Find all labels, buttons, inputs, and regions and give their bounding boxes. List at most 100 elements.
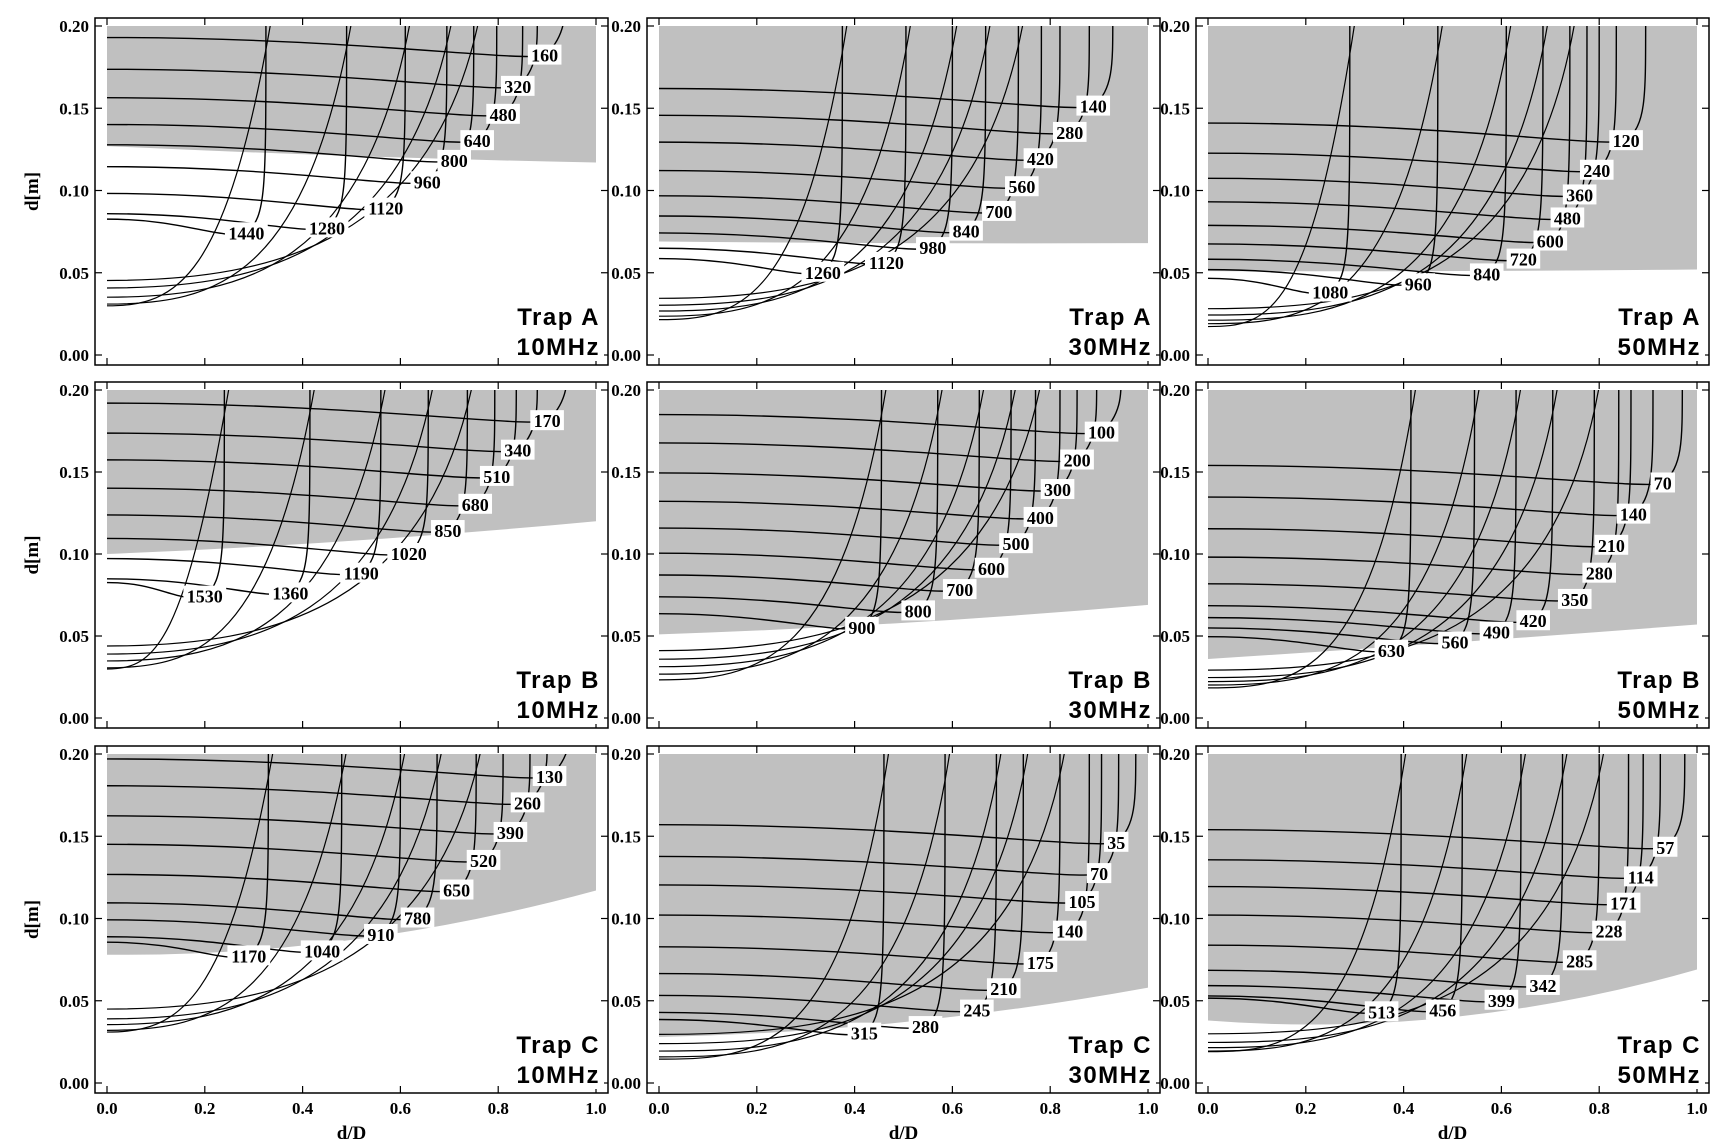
contour-line-lower [107,390,433,655]
y-tick-label: 0.10 [1160,182,1190,201]
contour-label-630: 630 [1374,639,1409,661]
panel-trap-label: Trap A [1618,304,1701,331]
contour-label-text: 850 [434,521,461,541]
contour-label-bg [500,439,535,460]
contour-label-bg [1023,951,1058,972]
contour-label-900: 900 [845,616,879,638]
contour-label-280: 280 [1052,121,1087,143]
title-bg [1062,1029,1156,1059]
contour-label-600: 600 [974,557,1009,579]
contour-label-text: 280 [1056,123,1083,143]
contour-label-bg [1650,472,1675,493]
title-bg [519,331,604,361]
y-tick-label: 0.15 [59,463,89,482]
y-tick-label: 0.20 [59,381,89,400]
title-bg [519,694,604,724]
y-tick-label: 0.00 [1160,346,1190,365]
title-bg [1611,301,1705,331]
contour-label-text: 210 [990,979,1017,999]
contour-label-text: 650 [443,881,470,901]
contour-line-lower [1208,754,1604,1035]
contour-label-text: 260 [514,793,541,813]
x-tick-label: 0.8 [1589,1099,1610,1118]
contour-label-text: 140 [1056,922,1083,942]
contour-label-800: 800 [437,149,471,171]
contour-label-490: 490 [1479,621,1514,643]
contour-label-510: 510 [479,465,514,487]
contour-label-text: 960 [1405,274,1432,294]
y-tick-label: 0.05 [59,264,89,283]
y-tick-label: 0.15 [611,463,641,482]
contour-label-text: 350 [1561,590,1588,610]
contour-label-text: 513 [1368,1002,1395,1022]
contour-label-bg [1005,176,1039,197]
panel-freq-label: 30MHz [1068,334,1152,361]
panel-title: Trap A 30MHz [1062,301,1156,361]
contour-line-160 [107,26,564,58]
contour-label-140: 140 [1052,920,1087,942]
contour-line-lower [1208,390,1416,689]
panel-title: Trap A 50MHz [1611,301,1705,361]
panel-freq-label: 10MHz [516,334,600,361]
contour-label-text: 280 [912,1017,939,1037]
contour-label-bg [901,600,935,621]
contour-label-300: 300 [1040,479,1075,500]
contour-label-bg [1653,836,1678,857]
contour-line-105 [659,754,1103,904]
contour-label-bg [1562,184,1597,205]
y-tick-label: 0.20 [1160,745,1190,764]
contour-label-bg [1052,121,1087,142]
contour-label-1360: 1360 [268,582,312,603]
contour-label-text: 840 [953,222,980,242]
contour-label-text: 1120 [869,253,904,273]
contour-label-342: 342 [1526,974,1560,996]
contour-line-lower [107,390,386,662]
panel-frame [1195,17,1710,366]
x-tick-label: 0.2 [194,1099,215,1118]
contour-label-text: 70 [1654,473,1672,493]
contour-label-bg [305,217,349,238]
contour-label-bg [1479,621,1514,642]
contour-label-bg [466,849,501,870]
contour-label-bg [801,261,845,282]
y-tick-label: 0.10 [611,182,641,201]
panel-title: Trap B 10MHz [510,664,604,724]
contour-label-bg [431,520,465,541]
contour-label-520: 520 [466,849,501,871]
title-bg [1620,694,1705,724]
contour-label-280: 280 [1582,562,1616,584]
y-tick-label: 0.20 [611,745,641,764]
contour-label-text: 280 [1586,564,1613,584]
y-tick-label: 0.00 [59,346,89,365]
contour-label-text: 600 [1537,231,1564,251]
panel-frame [94,17,609,366]
contour-label-text: 630 [1378,641,1405,661]
contour-label-720: 720 [1506,248,1541,270]
panel-title: Trap B 30MHz [1062,664,1156,724]
contour-label-bg [1364,1001,1399,1022]
contour-label-bg [1040,479,1075,500]
contour-label-text: 140 [1620,505,1647,525]
y-tick-label: 0.15 [611,99,641,118]
contour-label-text: 120 [1613,131,1640,151]
contour-label-480: 480 [1550,207,1585,228]
contour-label-text: 840 [1473,264,1500,284]
contour-label-399: 399 [1484,989,1519,1011]
contour-label-text: 520 [470,851,497,871]
contour-line-171 [1208,754,1644,906]
contour-label-bg [1623,866,1658,887]
contour-label-120: 120 [1609,130,1643,151]
contour-label-bg [527,44,562,65]
x-axis-label: d/D [1438,1123,1468,1143]
x-tick-label: 0.0 [1197,1099,1218,1118]
contour-label-bg [486,103,520,124]
contour-label-text: 105 [1068,892,1095,912]
contour-label-140: 140 [1616,503,1651,525]
contour-label-text: 390 [497,823,524,843]
contour-label-780: 780 [400,907,435,929]
contour-line-lower [1208,26,1575,310]
contour-label-245: 245 [960,999,994,1021]
contour-label-text: 1440 [228,223,264,243]
contour-line-70 [659,754,1120,876]
